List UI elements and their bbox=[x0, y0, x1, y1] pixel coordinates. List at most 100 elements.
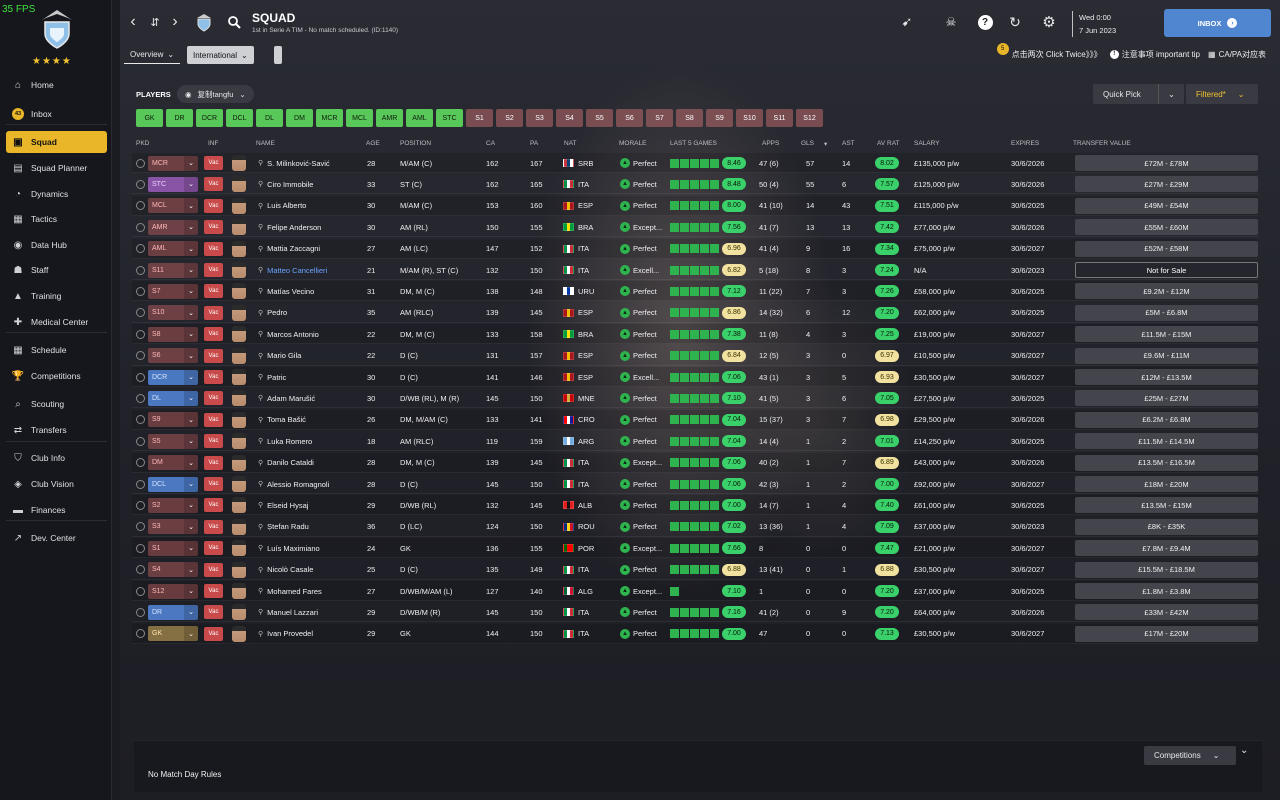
pick-checkbox[interactable] bbox=[136, 586, 145, 596]
slot-cell[interactable]: MCL ⌄ bbox=[148, 196, 198, 216]
club-badge-icon[interactable] bbox=[196, 12, 212, 32]
player-name[interactable]: Ștefan Radu bbox=[267, 522, 309, 532]
position-chip-amr[interactable]: AMR bbox=[376, 109, 403, 127]
tab-international[interactable]: International ⌄ bbox=[187, 46, 254, 64]
pick-cell[interactable] bbox=[136, 239, 145, 259]
slot-cell[interactable]: DR ⌄ bbox=[148, 602, 198, 622]
table-row[interactable]: DCL ⌄ Vac ⚲ Alessio Romagnoli 28 D (C) 145 150 IT… bbox=[132, 474, 1258, 494]
pick-checkbox[interactable] bbox=[136, 500, 145, 510]
position-chip-s12[interactable]: S12 bbox=[796, 109, 823, 127]
table-row[interactable]: S2 ⌄ Vac ⚲ Elseid Hysaj 29 D/WB (RL) 132 145 ALB ▲… bbox=[132, 495, 1258, 516]
slot-cell[interactable]: S9 ⌄ bbox=[148, 410, 198, 430]
name-cell[interactable]: ⚲ Marcos Antonio bbox=[258, 324, 319, 344]
pick-checkbox[interactable] bbox=[136, 244, 145, 254]
table-row[interactable]: S5 ⌄ Vac ⚲ Luka Romero 18 AM (RLC) 119 159 ARG ▲ Pe… bbox=[132, 431, 1258, 452]
table-row[interactable]: MCR ⌄ Vac ⚲ S. Milinković-Savić 28 M/AM (C) 162… bbox=[132, 153, 1258, 173]
player-name[interactable]: Mattia Zaccagni bbox=[267, 244, 321, 254]
table-row[interactable]: MCL ⌄ Vac ⚲ Luis Alberto 30 M/AM (C) 153 160 ESP ▲… bbox=[132, 195, 1258, 216]
slot-cell[interactable]: S11 ⌄ bbox=[148, 260, 198, 280]
table-row[interactable]: S9 ⌄ Vac ⚲ Toma Bašić 26 DM, M/AM (C) 133 141 CRO… bbox=[132, 409, 1258, 430]
player-name[interactable]: Alessio Romagnoli bbox=[267, 479, 330, 489]
expand-chevron-icon[interactable]: ⌄ bbox=[1240, 745, 1249, 756]
slot-select[interactable]: S11 ⌄ bbox=[148, 262, 198, 278]
tab-extra[interactable] bbox=[274, 46, 282, 64]
sidebar-item-club-vision[interactable]: ◈ Club Vision bbox=[6, 473, 107, 495]
skull-icon[interactable]: ☠ bbox=[945, 15, 957, 29]
slot-select[interactable]: S2 ⌄ bbox=[148, 497, 198, 513]
name-cell[interactable]: ⚲ Nicolò Casale bbox=[258, 560, 313, 580]
table-row[interactable]: S1 ⌄ Vac ⚲ Luís Maximiano 24 GK 136 155 POR ▲ Excep… bbox=[132, 538, 1258, 559]
table-row[interactable]: S11 ⌄ Vac ⚲ Matteo Cancellieri 21 M/AM (R), ST… bbox=[132, 260, 1258, 280]
table-row[interactable]: S8 ⌄ Vac ⚲ Marcos Antonio 22 DM, M (C) 133 158 BR… bbox=[132, 324, 1258, 345]
name-cell[interactable]: ⚲ Alessio Romagnoli bbox=[258, 474, 329, 494]
pick-cell[interactable] bbox=[136, 281, 145, 301]
name-cell[interactable]: ⚲ Matteo Cancellieri bbox=[258, 260, 327, 280]
table-row[interactable]: S10 ⌄ Vac ⚲ Pedro 35 AM (RLC) 139 145 ESP ▲ Perfect… bbox=[132, 303, 1258, 323]
help-icon[interactable]: ? bbox=[976, 12, 994, 32]
table-row[interactable]: AMR ⌄ Vac ⚲ Felipe Anderson 30 AM (RL) 150 155 BR… bbox=[132, 217, 1258, 238]
forward-arrow-icon[interactable]: › bbox=[172, 13, 178, 30]
name-cell[interactable]: ⚲ Ștefan Radu bbox=[258, 517, 309, 537]
gear-icon[interactable]: ⚙ bbox=[1042, 14, 1056, 31]
sidebar-item-finances[interactable]: ▬ Finances bbox=[6, 499, 107, 521]
name-cell[interactable]: ⚲ Ivan Provedel bbox=[258, 624, 313, 644]
back-arrow-icon[interactable]: ‹ bbox=[130, 13, 136, 30]
position-chip-s1[interactable]: S1 bbox=[466, 109, 493, 127]
position-chip-aml[interactable]: AML bbox=[406, 109, 433, 127]
slot-select[interactable]: AML ⌄ bbox=[148, 241, 198, 257]
player-name[interactable]: Felipe Anderson bbox=[267, 222, 322, 232]
col-position[interactable]: POSITION bbox=[400, 140, 432, 147]
filter-button[interactable]: Filtered* ⌄ bbox=[1186, 84, 1258, 104]
table-row[interactable]: DM ⌄ Vac ⚲ Danilo Cataldi 28 DM, M (C) 139 145 IT… bbox=[132, 452, 1258, 473]
table-row[interactable]: S12 ⌄ Vac ⚲ Mohamed Fares 27 D/WB/M/AM (L) 127 1… bbox=[132, 581, 1258, 601]
rocket-icon[interactable]: ➹ bbox=[901, 14, 913, 29]
name-cell[interactable]: ⚲ Elseid Hysaj bbox=[258, 495, 308, 515]
view-selector[interactable]: ◉ 复制tangfu ⌄ bbox=[177, 85, 254, 103]
name-cell[interactable]: ⚲ Luka Romero bbox=[258, 431, 312, 451]
pick-cell[interactable] bbox=[136, 624, 145, 644]
pick-checkbox[interactable] bbox=[136, 522, 145, 532]
slot-cell[interactable]: STC ⌄ bbox=[148, 174, 198, 194]
slot-select[interactable]: DCR ⌄ bbox=[148, 369, 198, 385]
col-transfer-value[interactable]: TRANSFER VALUE bbox=[1073, 140, 1131, 147]
table-row[interactable]: GK ⌄ Vac ⚲ Ivan Provedel 29 GK 144 150 ITA ▲ Perfec… bbox=[132, 623, 1258, 644]
pick-checkbox[interactable] bbox=[136, 329, 145, 339]
slot-cell[interactable]: GK ⌄ bbox=[148, 624, 198, 644]
name-cell[interactable]: ⚲ Matías Vecino bbox=[258, 281, 314, 301]
sidebar-item-staff[interactable]: ☗ Staff bbox=[6, 259, 107, 281]
pick-cell[interactable] bbox=[136, 367, 145, 387]
pick-cell[interactable] bbox=[136, 560, 145, 580]
col-avrat[interactable]: AV RAT bbox=[877, 140, 900, 147]
sidebar-item-squad-planner[interactable]: ▤ Squad Planner bbox=[6, 157, 107, 179]
slot-select[interactable]: DM ⌄ bbox=[148, 455, 198, 471]
slot-select[interactable]: S1 ⌄ bbox=[148, 540, 198, 556]
sidebar-item-training[interactable]: ▲ Training bbox=[6, 285, 107, 307]
player-name[interactable]: Luka Romero bbox=[267, 436, 313, 446]
position-chip-s5[interactable]: S5 bbox=[586, 109, 613, 127]
pick-checkbox[interactable] bbox=[136, 543, 145, 553]
slot-cell[interactable]: DM ⌄ bbox=[148, 453, 198, 473]
pick-cell[interactable] bbox=[136, 346, 145, 366]
sidebar-item-squad[interactable]: ▣ Squad bbox=[6, 131, 107, 153]
pick-checkbox[interactable] bbox=[136, 351, 145, 361]
refresh-icon[interactable]: ↻ bbox=[1009, 13, 1021, 30]
player-name[interactable]: Luís Maximiano bbox=[267, 543, 320, 553]
sidebar-item-club-info[interactable]: ⛉ Club Info bbox=[6, 447, 107, 469]
player-name[interactable]: Adam Marušić bbox=[267, 393, 316, 403]
position-chip-s10[interactable]: S10 bbox=[736, 109, 763, 127]
slot-select[interactable]: S9 ⌄ bbox=[148, 412, 198, 428]
slot-cell[interactable]: DL ⌄ bbox=[148, 388, 198, 408]
name-cell[interactable]: ⚲ Toma Bašić bbox=[258, 410, 306, 430]
position-chip-mcl[interactable]: MCL bbox=[346, 109, 373, 127]
position-chip-dm[interactable]: DM bbox=[286, 109, 313, 127]
name-cell[interactable]: ⚲ Pedro bbox=[258, 303, 287, 323]
pick-cell[interactable] bbox=[136, 196, 145, 216]
sidebar-item-dev-center[interactable]: ↗ Dev. Center bbox=[6, 527, 107, 549]
up-down-icon[interactable]: ⇵ bbox=[150, 16, 160, 29]
pick-cell[interactable] bbox=[136, 410, 145, 430]
click-twice-link[interactable]: 5 点击两次 Click Twice》》》 bbox=[996, 43, 1102, 60]
col-name[interactable]: NAME bbox=[256, 140, 275, 147]
pick-cell[interactable] bbox=[136, 388, 145, 408]
sidebar-item-scouting[interactable]: ⌕ Scouting bbox=[6, 393, 107, 415]
name-cell[interactable]: ⚲ Manuel Lazzari bbox=[258, 602, 318, 622]
